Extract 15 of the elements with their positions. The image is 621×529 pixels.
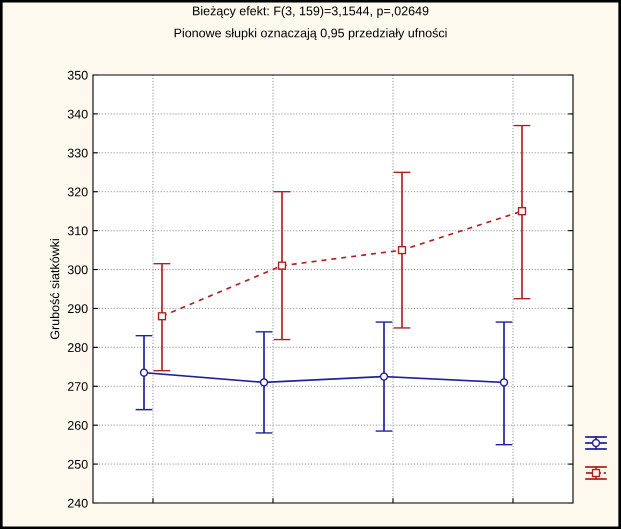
y-tick-label: 330 xyxy=(68,148,88,158)
chart-title: Bieżący efekt: F(3, 159)=3,1544, p=,02649 xyxy=(193,6,428,18)
y-tick-label: 270 xyxy=(68,382,88,391)
y-tick-label: 290 xyxy=(68,304,88,314)
y-tick-label: 340 xyxy=(68,110,88,119)
y-tick-label: 300 xyxy=(68,265,88,274)
y-tick-label: 260 xyxy=(68,420,88,430)
y-tick-label: 250 xyxy=(68,460,88,469)
y-tick-label: 280 xyxy=(68,343,88,352)
y-tick-label: 310 xyxy=(68,226,88,236)
y-axis-title: Grubość siatkówki xyxy=(50,239,60,340)
y-tick-label: 240 xyxy=(68,498,88,508)
chart-subtitle: Pionowe słupki oznaczają 0,95 przedziały ufności xyxy=(174,28,447,40)
y-tick-label: 350 xyxy=(68,70,88,80)
y-tick-label: 320 xyxy=(68,188,88,196)
